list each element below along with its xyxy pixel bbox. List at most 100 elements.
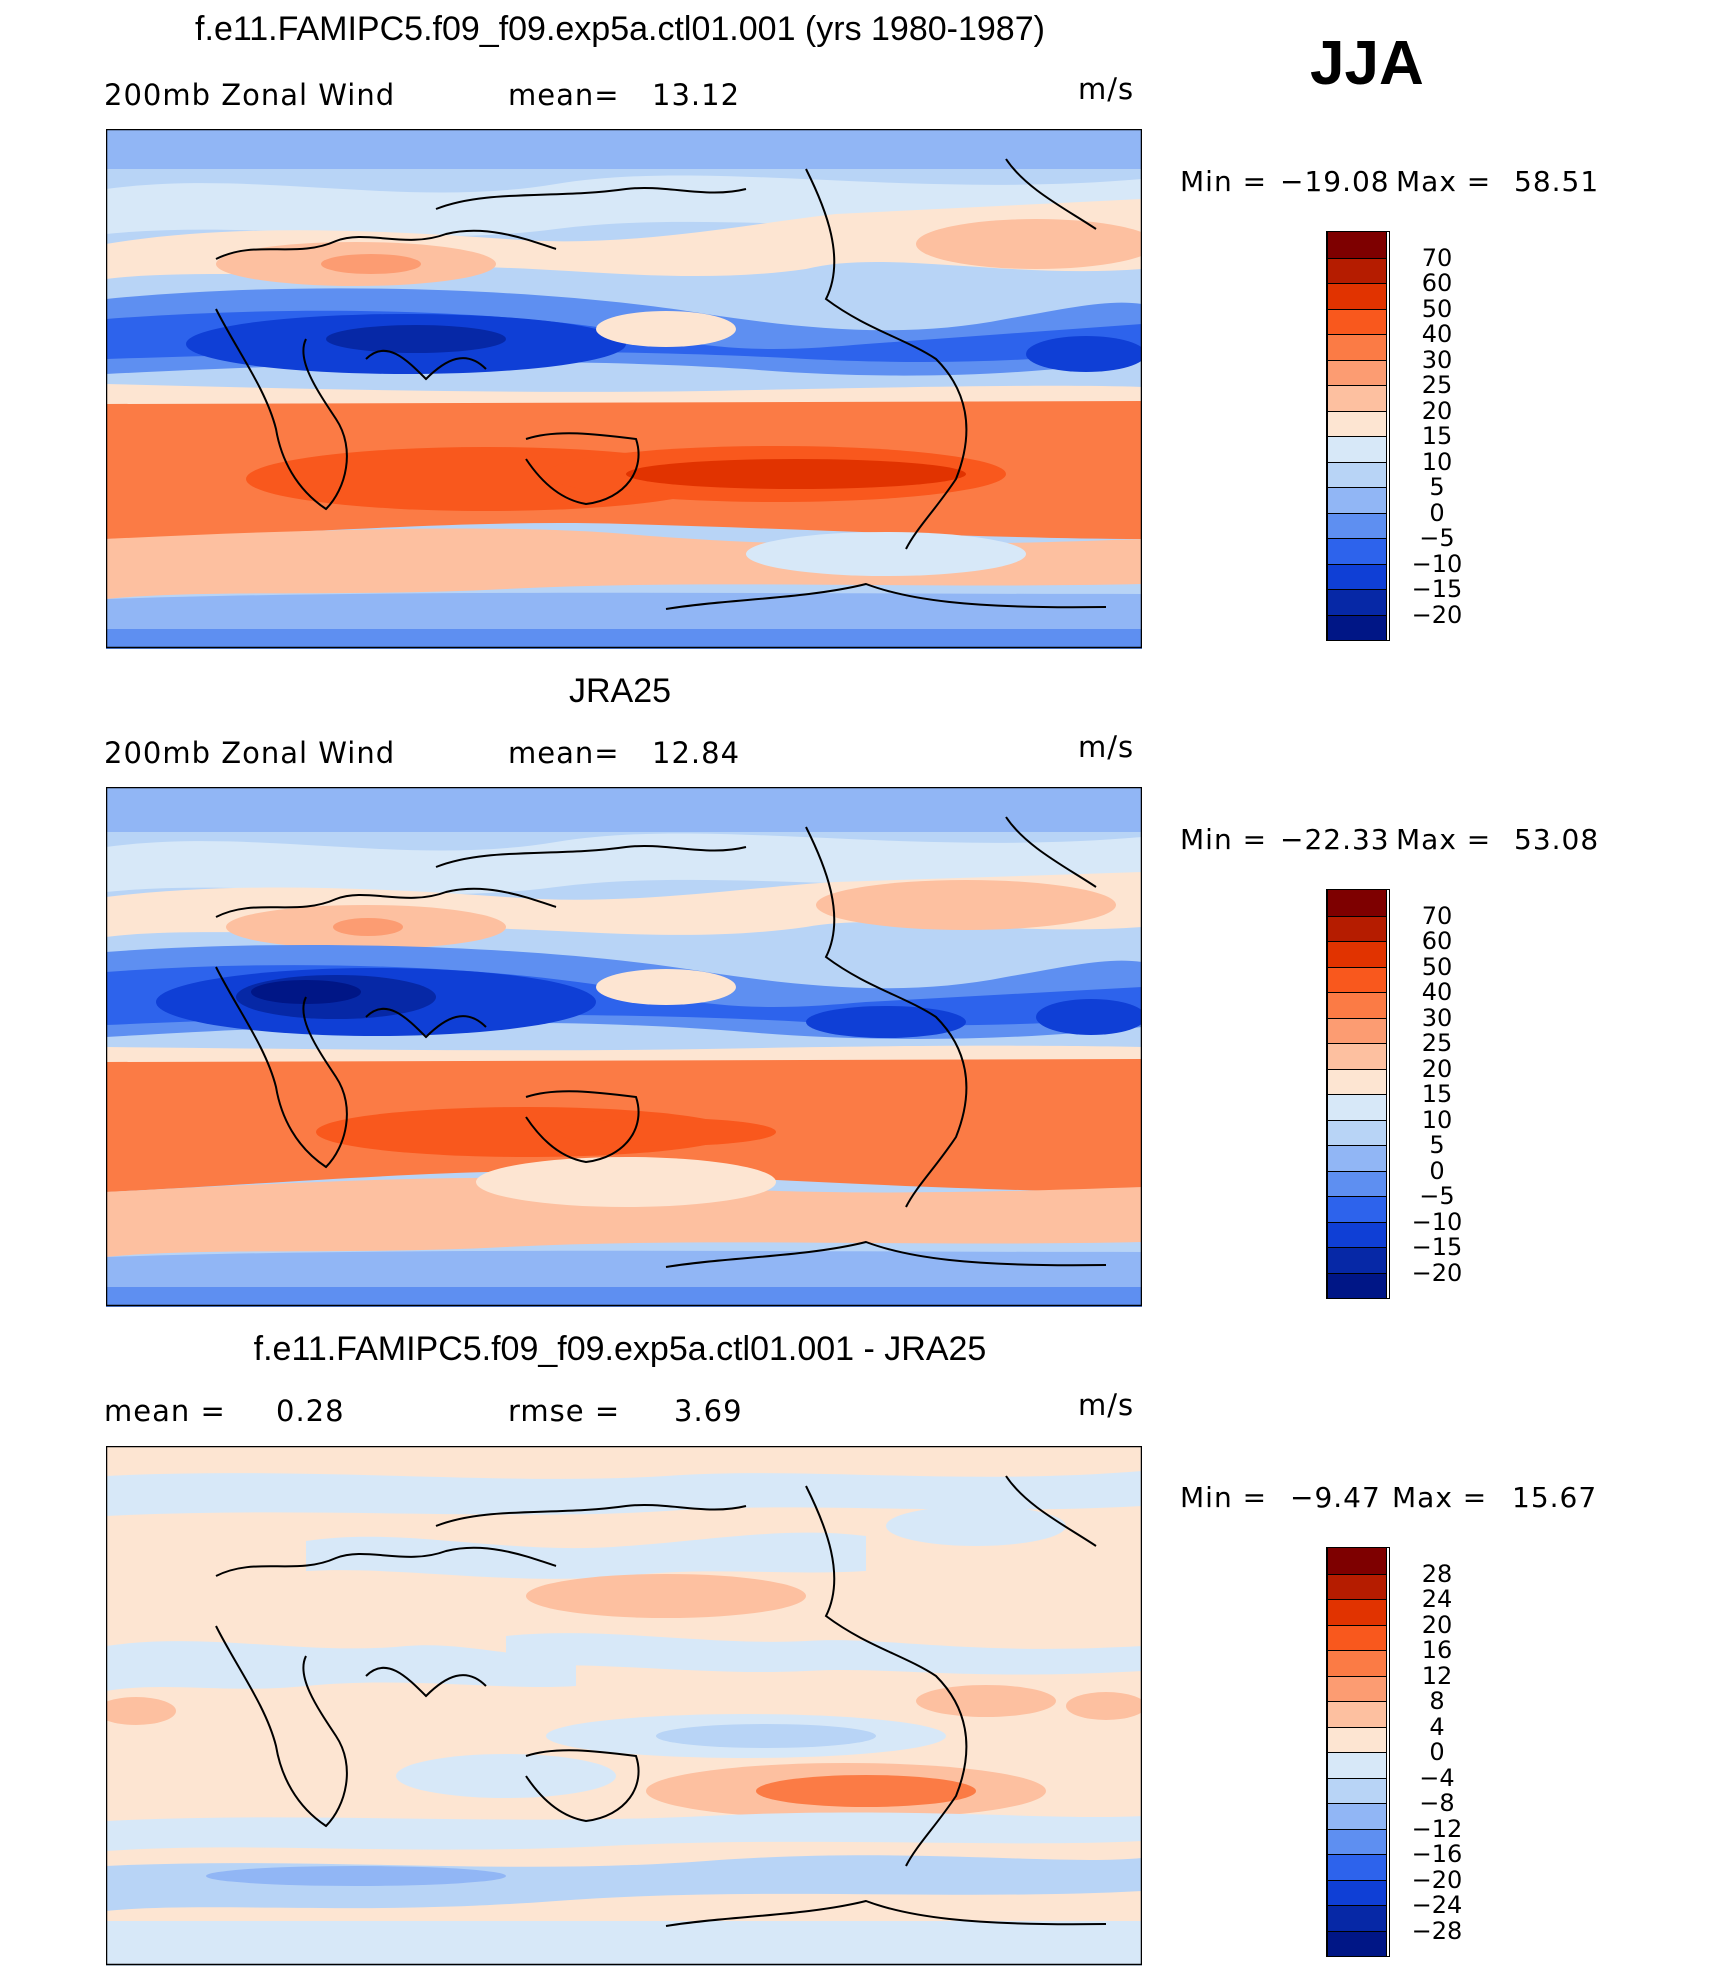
colorbar-tick-label: −10 (1411, 1207, 1463, 1236)
panel-1-units: m/s (1078, 72, 1135, 106)
panel-1-min-value: −19.08 (1280, 165, 1390, 198)
panel-3-title: f.e11.FAMIPC5.f09_f09.exp5a.ctl01.001 - … (253, 1330, 987, 1368)
colorbar-tick-label: 20 (1421, 1054, 1453, 1083)
colorbar-tick-label: 28 (1421, 1559, 1453, 1588)
panel-2-contour-map (106, 787, 1142, 1307)
colorbar-swatch (1327, 1752, 1387, 1778)
panel-2-min-label: Min = (1180, 823, 1268, 856)
panel-2-map (106, 787, 1142, 1307)
colorbar-swatch (1327, 1726, 1387, 1752)
panel-1-variable-label: 200mb Zonal Wind (104, 78, 396, 112)
panel-1-map (106, 129, 1142, 649)
colorbar-swatch (1327, 461, 1387, 487)
panel-2-max-value: 53.08 (1514, 823, 1600, 856)
colorbar-swatch (1327, 410, 1387, 436)
colorbar-tick-label: 40 (1421, 978, 1453, 1006)
colorbar-tick-label: −28 (1411, 1916, 1463, 1945)
colorbar-tick-label: −12 (1411, 1814, 1463, 1843)
panel-2-min-value: −22.33 (1280, 823, 1390, 856)
colorbar-swatch (1327, 589, 1387, 615)
colorbar-swatch (1327, 1094, 1387, 1120)
colorbar-tick-label: −15 (1411, 575, 1463, 603)
panel-2-variable-label: 200mb Zonal Wind (104, 736, 396, 770)
colorbar-swatch (1327, 1624, 1387, 1650)
colorbar-swatch (1327, 1803, 1387, 1829)
colorbar-tick-label: 70 (1421, 901, 1453, 930)
panel-3-min-label: Min = (1180, 1481, 1268, 1514)
colorbar-tick-label: 50 (1421, 294, 1453, 323)
panel-2-max-label: Max = (1396, 823, 1492, 856)
colorbar-swatch (1327, 1043, 1387, 1069)
panel-1-min-label: Min = (1180, 165, 1268, 198)
colorbar-swatch (1327, 941, 1387, 967)
colorbar-swatch (1327, 1247, 1387, 1273)
colorbar-tick-label: 15 (1421, 422, 1453, 450)
panel-2-colorbar (1326, 889, 1390, 1299)
panel-1-max-value: 58.51 (1514, 165, 1600, 198)
colorbar-tick-label: −10 (1411, 549, 1463, 578)
colorbar-swatch (1327, 1119, 1387, 1145)
panel-3-min-value: −9.47 (1290, 1481, 1381, 1514)
colorbar-swatch (1327, 359, 1387, 385)
colorbar-tick-label: 25 (1421, 371, 1453, 399)
colorbar-tick-label: 4 (1429, 1712, 1445, 1741)
colorbar-swatch (1327, 257, 1387, 283)
colorbar-swatch (1327, 1221, 1387, 1247)
colorbar-swatch (1327, 890, 1387, 916)
colorbar-swatch (1327, 1650, 1387, 1676)
colorbar-tick-label: 60 (1421, 269, 1453, 297)
panel-3-colorbar (1326, 1547, 1390, 1957)
colorbar-tick-label: 10 (1421, 447, 1453, 476)
colorbar-swatch (1327, 1145, 1387, 1171)
colorbar-tick-label: 0 (1429, 498, 1445, 527)
panel-1-title: f.e11.FAMIPC5.f09_f09.exp5a.ctl01.001 (y… (195, 10, 1045, 48)
colorbar-swatch (1327, 232, 1387, 258)
colorbar-tick-label: 60 (1421, 927, 1453, 955)
colorbar-tick-label: 8 (1429, 1687, 1445, 1715)
panel-2-units: m/s (1078, 730, 1135, 764)
colorbar-swatch (1327, 966, 1387, 992)
colorbar-swatch (1327, 487, 1387, 513)
colorbar-swatch (1327, 614, 1387, 640)
colorbar-swatch (1327, 1548, 1387, 1574)
colorbar-tick-label: 50 (1421, 952, 1453, 981)
colorbar-swatch (1327, 563, 1387, 589)
colorbar-swatch (1327, 992, 1387, 1018)
panel-1-colorbar (1326, 231, 1390, 641)
colorbar-tick-label: −4 (1419, 1763, 1455, 1792)
colorbar-swatch (1327, 283, 1387, 309)
panel-2-mean-label: mean= (508, 736, 620, 770)
colorbar-tick-label: −20 (1411, 1865, 1463, 1894)
colorbar-tick-label: 10 (1421, 1105, 1453, 1134)
colorbar-swatch (1327, 915, 1387, 941)
colorbar-tick-label: −5 (1419, 1182, 1455, 1210)
panel-3-rmse-value: 3.69 (674, 1394, 743, 1428)
panel-3-units: m/s (1078, 1388, 1135, 1422)
colorbar-tick-label: −20 (1411, 600, 1463, 629)
colorbar-swatch (1327, 1170, 1387, 1196)
colorbar-tick-label: 0 (1429, 1156, 1445, 1185)
colorbar-swatch (1327, 385, 1387, 411)
panel-1-contour-map (106, 129, 1142, 649)
colorbar-tick-label: 30 (1421, 345, 1453, 374)
panel-1-max-label: Max = (1396, 165, 1492, 198)
colorbar-tick-label: 0 (1429, 1738, 1445, 1766)
colorbar-tick-label: −16 (1411, 1840, 1463, 1868)
colorbar-swatch (1327, 1701, 1387, 1727)
colorbar-tick-label: 5 (1429, 473, 1445, 501)
panel-2-title: JRA25 (568, 672, 672, 710)
panel-2-mean-value: 12.84 (652, 736, 741, 770)
colorbar-swatch (1327, 308, 1387, 334)
colorbar-tick-label: −8 (1419, 1789, 1455, 1817)
colorbar-swatch (1327, 1930, 1387, 1956)
colorbar-tick-label: 5 (1429, 1131, 1445, 1159)
colorbar-tick-label: −24 (1411, 1891, 1463, 1919)
colorbar-tick-label: 25 (1421, 1029, 1453, 1057)
colorbar-tick-label: 16 (1421, 1636, 1453, 1664)
colorbar-swatch (1327, 1905, 1387, 1931)
colorbar-swatch (1327, 1854, 1387, 1880)
colorbar-tick-label: −20 (1411, 1258, 1463, 1287)
panel-3-mean-label: mean = (104, 1394, 226, 1428)
colorbar-swatch (1327, 1196, 1387, 1222)
colorbar-tick-label: 70 (1421, 243, 1453, 272)
